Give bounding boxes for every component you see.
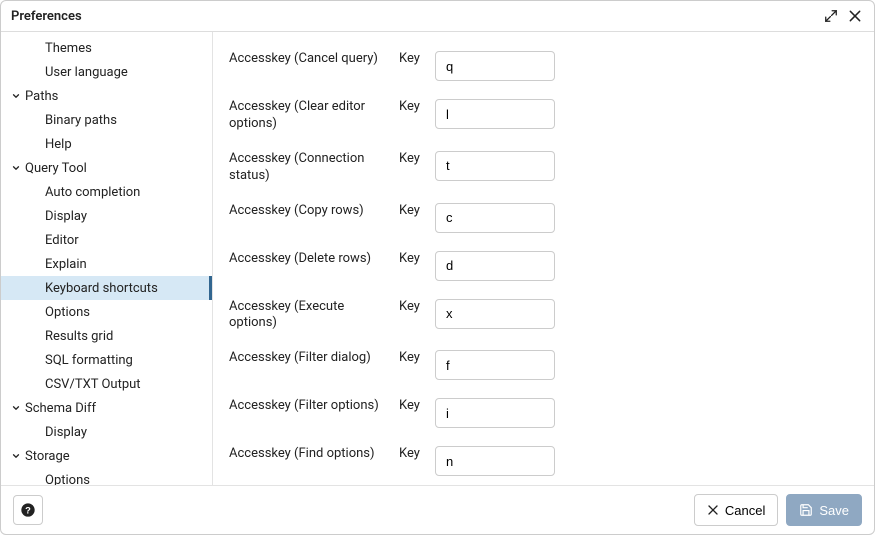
chevron-down-icon[interactable] [9, 91, 23, 101]
tree-item[interactable]: Options [1, 468, 212, 485]
save-button[interactable]: Save [786, 494, 862, 526]
tree-item-label: Explain [43, 257, 87, 272]
tree-item[interactable]: Help [1, 132, 212, 156]
tree-item-label: SQL formatting [43, 353, 133, 368]
chevron-down-icon[interactable] [9, 163, 23, 173]
tree-item-label: Editor [43, 233, 79, 248]
setting-row: Accesskey (Connection status)Key [229, 142, 858, 194]
setting-row: Accesskey (Clear editor options)Key [229, 90, 858, 142]
setting-label: Accesskey (Connection status) [229, 151, 399, 185]
tree-item[interactable]: Options [1, 300, 212, 324]
expand-icon[interactable] [822, 7, 840, 25]
tree-item-label: CSV/TXT Output [43, 377, 141, 392]
help-button[interactable]: ? [13, 495, 43, 525]
setting-label: Accesskey (Cancel query) [229, 51, 399, 68]
tree-item[interactable]: Display [1, 420, 212, 444]
tree-item-label: Display [43, 425, 87, 440]
tree-item[interactable]: Binary paths [1, 108, 212, 132]
cancel-button-label: Cancel [725, 503, 765, 518]
tree-item[interactable]: Storage [1, 444, 212, 468]
footer: ? Cancel Save [1, 485, 874, 534]
setting-key-label: Key [399, 203, 435, 218]
tree-item-label: Themes [43, 41, 92, 56]
setting-row: Accesskey (Copy rows)Key [229, 194, 858, 242]
accesskey-input[interactable] [435, 350, 555, 380]
svg-text:?: ? [25, 505, 31, 515]
setting-row: Accesskey (Execute options)Key [229, 290, 858, 342]
tree-item[interactable]: Results grid [1, 324, 212, 348]
setting-row: Accesskey (Delete rows)Key [229, 242, 858, 290]
cancel-button[interactable]: Cancel [694, 494, 778, 526]
titlebar-controls [822, 7, 864, 25]
tree-item[interactable]: CSV/TXT Output [1, 372, 212, 396]
setting-row: Accesskey (Find options)Key [229, 437, 858, 485]
settings-panel[interactable]: Accesskey (Cancel query)KeyAccesskey (Cl… [213, 32, 874, 485]
setting-label: Accesskey (Filter options) [229, 398, 399, 415]
setting-label: Accesskey (Delete rows) [229, 251, 399, 268]
accesskey-input[interactable] [435, 446, 555, 476]
tree-item-label: Query Tool [23, 161, 87, 176]
accesskey-input[interactable] [435, 398, 555, 428]
setting-key-label: Key [399, 299, 435, 314]
tree-item[interactable]: Keyboard shortcuts [1, 276, 212, 300]
setting-label: Accesskey (Execute options) [229, 299, 399, 333]
setting-key-label: Key [399, 151, 435, 166]
setting-key-label: Key [399, 350, 435, 365]
setting-key-label: Key [399, 251, 435, 266]
tree-item-label: Binary paths [43, 113, 117, 128]
save-button-label: Save [819, 503, 849, 518]
tree-item-label: Storage [23, 449, 70, 464]
setting-row: Accesskey (Cancel query)Key [229, 42, 858, 90]
dialog-body: Themes User language Paths Binary paths Help… [1, 32, 874, 485]
tree-item[interactable]: Auto completion [1, 180, 212, 204]
tree-item[interactable]: SQL formatting [1, 348, 212, 372]
setting-label: Accesskey (Copy rows) [229, 203, 399, 220]
accesskey-input[interactable] [435, 203, 555, 233]
setting-label: Accesskey (Find options) [229, 446, 399, 463]
accesskey-input[interactable] [435, 299, 555, 329]
tree-item[interactable]: Schema Diff [1, 396, 212, 420]
setting-row: Accesskey (Filter dialog)Key [229, 341, 858, 389]
dialog-title: Preferences [11, 9, 82, 24]
setting-key-label: Key [399, 398, 435, 413]
setting-key-label: Key [399, 99, 435, 114]
chevron-down-icon[interactable] [9, 403, 23, 413]
setting-key-label: Key [399, 51, 435, 66]
setting-label: Accesskey (Filter dialog) [229, 350, 399, 367]
tree-item-label: User language [43, 65, 128, 80]
tree-item-label: Keyboard shortcuts [43, 281, 158, 296]
accesskey-input[interactable] [435, 151, 555, 181]
setting-row: Accesskey (Filter options)Key [229, 389, 858, 437]
close-icon[interactable] [846, 7, 864, 25]
tree-item-label: Results grid [43, 329, 113, 344]
setting-label: Accesskey (Clear editor options) [229, 99, 399, 133]
chevron-down-icon[interactable] [9, 451, 23, 461]
tree-item-label: Options [43, 305, 90, 320]
tree-item[interactable]: Paths [1, 84, 212, 108]
titlebar: Preferences [1, 1, 874, 32]
accesskey-input[interactable] [435, 51, 555, 81]
tree-item-label: Schema Diff [23, 401, 96, 416]
sidebar[interactable]: Themes User language Paths Binary paths Help… [1, 32, 213, 485]
accesskey-input[interactable] [435, 251, 555, 281]
tree-item-label: Auto completion [43, 185, 140, 200]
tree-item[interactable]: Query Tool [1, 156, 212, 180]
preferences-dialog: Preferences Themes User language Paths Bina… [0, 0, 875, 535]
tree-item-label: Paths [23, 89, 58, 104]
tree-item-label: Options [43, 473, 90, 486]
tree-item[interactable]: Editor [1, 228, 212, 252]
tree-item[interactable]: Explain [1, 252, 212, 276]
setting-key-label: Key [399, 446, 435, 461]
tree-item-label: Help [43, 137, 72, 152]
tree-item[interactable]: Display [1, 204, 212, 228]
tree-item-label: Display [43, 209, 87, 224]
tree-item[interactable]: Themes [1, 36, 212, 60]
accesskey-input[interactable] [435, 99, 555, 129]
tree-item[interactable]: User language [1, 60, 212, 84]
